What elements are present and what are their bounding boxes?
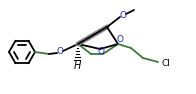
Text: O: O — [56, 47, 64, 56]
Text: O: O — [120, 11, 126, 19]
Text: Cl: Cl — [162, 58, 171, 67]
Text: O: O — [116, 34, 123, 44]
Text: O: O — [97, 47, 104, 55]
Text: H: H — [73, 61, 81, 71]
